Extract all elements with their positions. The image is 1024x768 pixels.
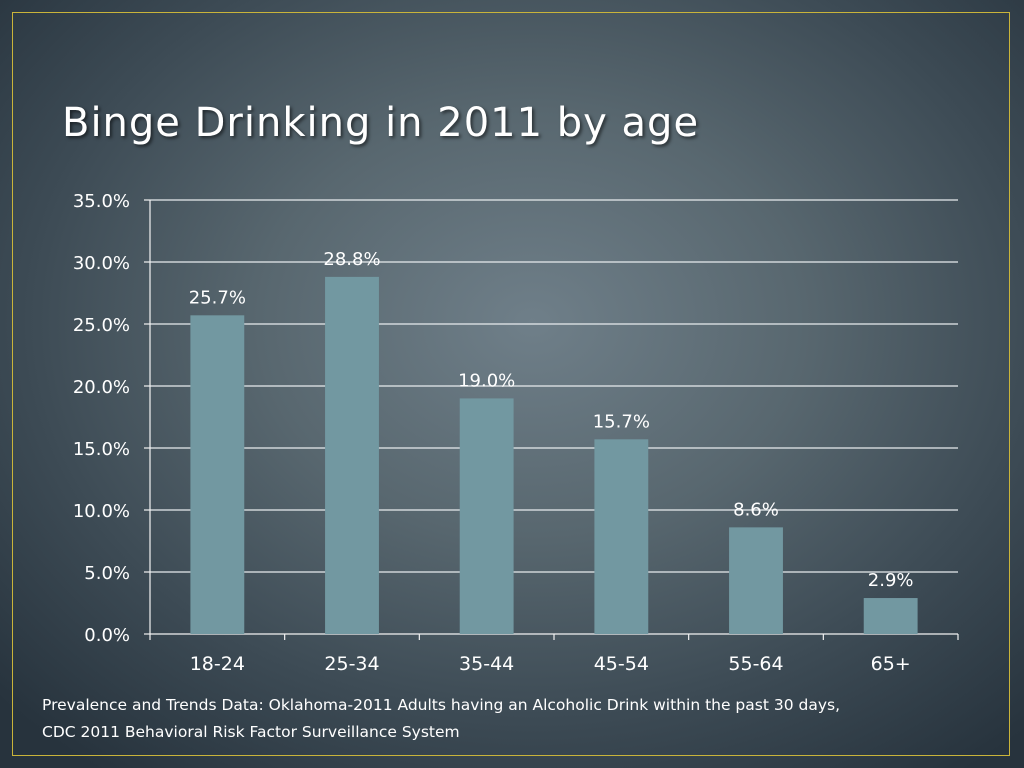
x-tick-label: 35-44 [459,653,514,675]
x-tick-label: 55-64 [728,653,783,675]
bar-18-24 [190,315,245,634]
bar-65+ [863,598,918,634]
caption-line-2: CDC 2011 Behavioral Risk Factor Surveill… [42,723,460,741]
source-caption: Prevalence and Trends Data: Oklahoma-201… [42,692,992,746]
x-tick-label: 65+ [871,653,911,675]
x-tick-label: 25-34 [324,653,379,675]
caption-line-1: Prevalence and Trends Data: Oklahoma-201… [42,696,841,714]
bar-35-44 [459,398,514,634]
y-tick-label: 30.0% [73,253,130,274]
data-label: 25.7% [189,287,246,308]
bar-55-64 [729,527,783,634]
bar-45-54 [594,439,649,634]
slide-title: Binge Drinking in 2011 by age [62,100,700,146]
data-label: 15.7% [593,411,650,432]
y-tick-label: 35.0% [73,191,130,212]
y-tick-label: 0.0% [84,625,130,646]
x-tick-label: 45-54 [594,653,649,675]
data-label: 8.6% [733,499,779,520]
y-tick-label: 15.0% [73,439,130,460]
y-tick-label: 20.0% [73,377,130,398]
data-label: 2.9% [868,570,914,591]
data-label: 28.8% [323,249,380,270]
bar-25-34 [325,276,379,634]
data-label: 19.0% [458,370,515,391]
y-tick-label: 5.0% [84,563,130,584]
x-tick-label: 18-24 [190,653,245,675]
y-tick-label: 25.0% [73,315,130,336]
y-tick-label: 10.0% [73,501,130,522]
